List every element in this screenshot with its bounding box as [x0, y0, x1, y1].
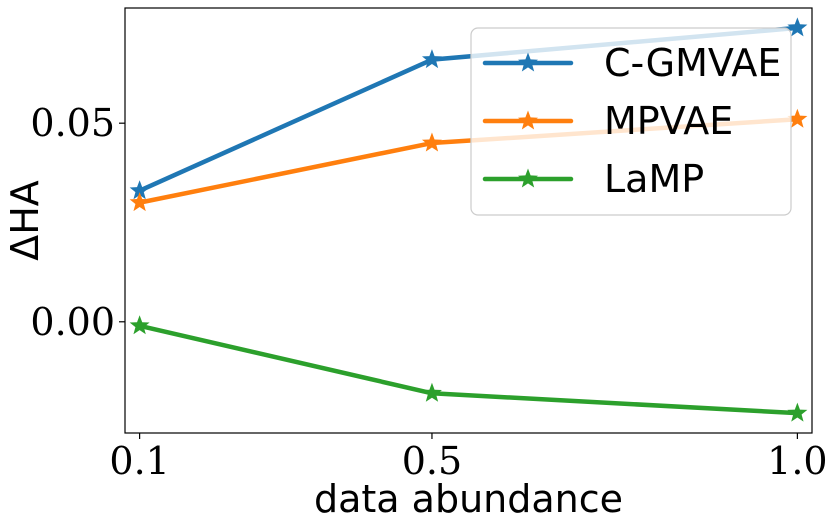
legend-box	[470, 27, 792, 216]
legend-label-mpvae: MPVAE	[604, 99, 733, 143]
axis-layer: 0.1 0.5 1.0 0.00 0.05	[30, 101, 827, 483]
y-tick-label: 0.05	[30, 101, 115, 145]
y-tick-label: 0.00	[30, 300, 115, 344]
x-tick-label: 0.5	[402, 439, 462, 483]
legend-marker-c-gmvae	[518, 52, 538, 72]
data-point-mpvae	[129, 192, 150, 212]
data-point-mpvae	[421, 132, 442, 152]
x-tick-label: 1.0	[767, 439, 827, 483]
data-point-lamp	[421, 382, 442, 402]
legend-marker-lamp	[518, 168, 538, 188]
data-point-c-gmvae	[129, 180, 150, 200]
legend-marker-mpvae	[518, 110, 538, 130]
y-axis-label: ΔHA	[3, 180, 47, 261]
legend-label-c-gmvae: C-GMVAE	[604, 41, 781, 85]
legend: C-GMVAE MPVAE LaMP	[470, 27, 792, 216]
data-point-c-gmvae	[787, 17, 808, 37]
plot-frame	[124, 7, 813, 434]
data-point-mpvae	[787, 108, 808, 128]
x-tick-label: 0.1	[109, 439, 169, 483]
series-line-lamp	[137, 323, 800, 416]
legend-label-lamp: LaMP	[604, 157, 704, 201]
data-point-lamp	[787, 402, 808, 422]
x-axis-label: data abundance	[314, 477, 623, 521]
data-point-c-gmvae	[421, 49, 442, 69]
data-point-lamp	[129, 315, 150, 335]
